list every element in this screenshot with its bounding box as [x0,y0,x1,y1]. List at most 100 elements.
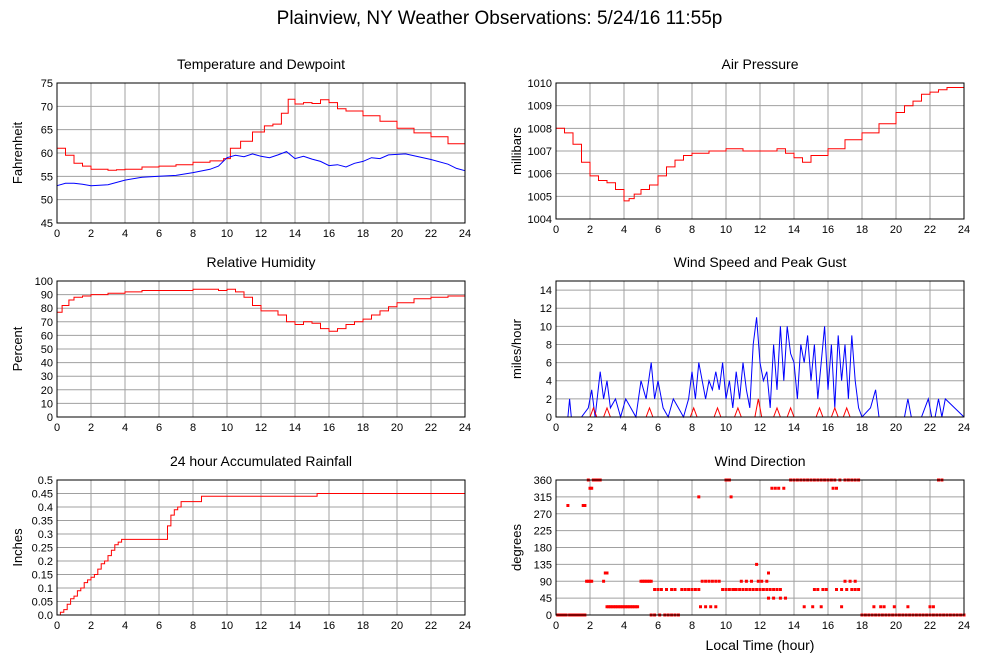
data-point [770,486,774,490]
x-tick-label: 4 [122,422,128,434]
data-point [765,579,769,583]
data-point [644,579,648,583]
y-tick-label: 0.5 [38,475,53,487]
x-tick-label: 20 [890,224,902,236]
data-point [872,605,876,609]
y-tick-label: 45 [540,593,552,605]
x-tick-label: 14 [289,228,301,240]
x-tick-label: 12 [754,224,766,236]
chart-direction: 0 2 4 6 8 10 12 14 16 18 20 22 240459013518022527031… [509,453,970,653]
x-tick-label: 14 [788,422,800,434]
x-tick-label: 24 [459,422,471,434]
y-tick-label: 0.4 [38,502,53,514]
data-point [586,579,590,583]
data-point [748,588,752,591]
data-point [673,588,677,591]
y-tick-label: 0 [546,412,552,424]
y-tick-label: 20 [41,385,53,397]
x-tick-label: 6 [156,422,162,434]
x-tick-label: 18 [856,422,868,434]
data-point [738,588,742,591]
x-tick-label: 6 [655,224,661,236]
y-axis-label: degrees [509,524,524,571]
y-tick-label: 30 [41,371,53,383]
y-tick-label: 0.35 [32,516,53,528]
data-point [690,588,694,591]
x-tick-label: 16 [323,228,335,240]
y-tick-label: 0.15 [32,570,53,582]
y-tick-label: 1007 [528,146,552,158]
data-point [906,605,910,609]
y-axis-label: Fahrenheit [10,122,25,185]
y-tick-label: 315 [534,492,552,504]
y-tick-label: 0.1 [38,583,53,595]
chart-title: Air Pressure [721,56,798,72]
x-tick-label: 0 [553,224,559,236]
x-tick-label: 0 [54,422,60,434]
data-point [845,588,849,591]
x-tick-label: 14 [788,620,800,632]
y-tick-label: 0.3 [38,529,53,541]
y-tick-label: 60 [41,148,53,160]
x-tick-label: 6 [156,620,162,632]
data-point [697,588,701,591]
data-point [624,605,628,609]
y-tick-label: 360 [534,475,552,487]
data-point [724,588,728,591]
data-point [583,504,587,507]
data-point [707,579,711,583]
y-tick-label: 1008 [528,123,552,135]
data-point [772,596,776,600]
data-point [631,605,634,609]
data-point [784,596,787,600]
data-point [634,605,638,609]
x-tick-label: 6 [655,422,661,434]
data-point [824,588,828,591]
x-tick-label: 4 [122,228,128,240]
data-point [733,588,736,591]
plot-frame [56,82,466,224]
data-point [772,588,776,591]
data-point [816,588,820,591]
data-point [778,588,782,591]
y-tick-label: 0 [546,610,552,622]
data-point [641,579,645,583]
y-tick-label: 90 [540,576,552,588]
x-tick-label: 22 [924,620,936,632]
data-point [697,495,701,499]
y-tick-label: 0 [47,412,53,424]
x-tick-label: 6 [655,620,661,632]
y-tick-label: 70 [41,317,53,329]
chart-humidity: 0 2 4 6 8 10 12 14 16 18 20 22 240102030405060708090… [10,254,471,434]
x-tick-label: 10 [221,620,233,632]
data-point [700,579,704,583]
x-tick-label: 18 [357,620,369,632]
y-tick-label: 1004 [528,214,552,226]
data-point [928,605,932,609]
y-tick-label: 80 [41,303,53,315]
plot-frame [56,479,466,616]
data-point [656,588,660,591]
plot-frame [56,280,466,418]
y-tick-label: 70 [41,101,53,113]
data-point [882,605,886,609]
data-point [931,605,935,609]
plot-frame [555,280,965,418]
y-tick-label: 1010 [528,78,552,90]
data-point [767,596,770,600]
chart-title: Wind Direction [714,453,805,469]
data-point [744,579,748,583]
data-point [607,605,611,609]
data-point [721,588,725,591]
x-tick-label: 0 [553,620,559,632]
data-point [811,605,815,609]
y-tick-label: 1006 [528,169,552,181]
x-tick-label: 24 [459,228,471,240]
x-tick-label: 16 [822,620,834,632]
y-tick-label: 50 [41,195,53,207]
y-tick-label: 8 [546,339,552,351]
y-tick-label: 0.05 [32,597,53,609]
x-tick-label: 24 [958,620,970,632]
